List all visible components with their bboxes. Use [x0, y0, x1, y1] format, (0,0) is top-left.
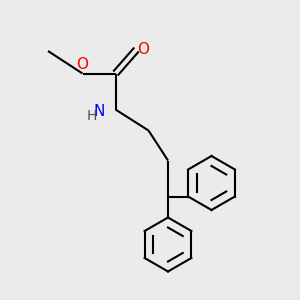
Text: N: N: [94, 103, 105, 118]
Text: H: H: [86, 109, 97, 123]
Text: O: O: [137, 42, 149, 57]
Text: O: O: [76, 57, 88, 72]
